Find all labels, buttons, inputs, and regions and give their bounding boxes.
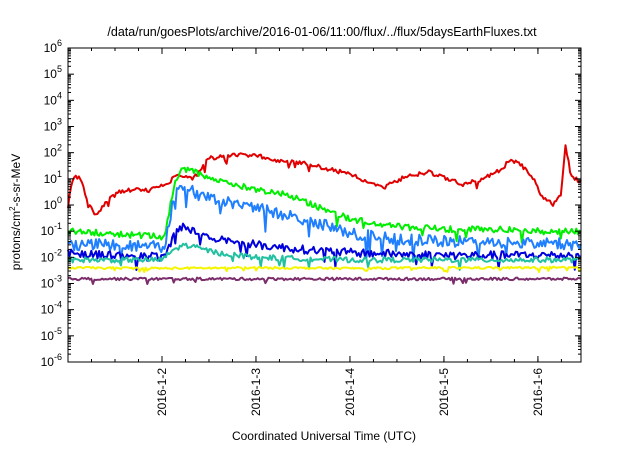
y-axis-label-base: protons/cm (9, 211, 23, 270)
y-tick-label: 101 (44, 169, 62, 186)
y-tick-label-base: 10 (41, 250, 55, 264)
y-tick-label: 10-6 (41, 352, 62, 369)
y-tick-label: 106 (44, 38, 62, 55)
y-tick-label-exp: -6 (54, 352, 62, 362)
x-tick-label: 2016-1-5 (437, 368, 451, 416)
x-tick-label: 2016-1-2 (155, 368, 169, 416)
x-axis-label: Coordinated Universal Time (UTC) (232, 429, 416, 443)
y-tick-label-base: 10 (41, 277, 55, 291)
y-tick-label: 103 (44, 117, 62, 134)
y-tick-label-exp: 0 (57, 195, 62, 205)
x-tick-label: 2016-1-4 (343, 368, 357, 416)
plot-frame (67, 47, 582, 363)
series-line-2 (67, 166, 582, 244)
y-axis-label-rest: -s-sr-MeV (9, 154, 23, 207)
y-tick-label-exp: -4 (54, 300, 62, 310)
y-tick-label-exp: -3 (54, 274, 62, 284)
y-tick-label-exp: -5 (54, 326, 62, 336)
y-tick-label-base: 10 (44, 120, 58, 134)
series-line-6 (67, 265, 582, 273)
y-tick-label-base: 10 (41, 224, 55, 238)
y-tick-label-base: 10 (44, 41, 58, 55)
y-tick-label: 104 (44, 90, 62, 107)
x-tick-label: 2016-1-3 (249, 368, 263, 416)
y-tick-label: 100 (44, 195, 62, 212)
y-axis: 10610510410310210110010-110-210-310-410-… (41, 38, 581, 369)
y-axis-label: protons/cm2-s-sr-MeV (8, 154, 23, 270)
y-tick-label: 10-5 (41, 326, 62, 343)
y-tick-label-exp: 6 (57, 38, 62, 48)
plot-area (67, 144, 582, 285)
y-tick-label-exp: -2 (54, 247, 62, 257)
y-tick-label: 10-1 (41, 221, 62, 238)
y-tick-label: 102 (44, 143, 62, 160)
y-tick-label-base: 10 (44, 198, 58, 212)
y-tick-label-base: 10 (41, 303, 55, 317)
y-tick-label-base: 10 (41, 355, 55, 369)
y-tick-label-exp: -1 (54, 221, 62, 231)
y-tick-label-exp: 1 (57, 169, 62, 179)
x-axis: 2016-1-2 2016-1-3 2016-1-4 2016-1-5 2016-1-6 (90, 48, 562, 416)
chart-title: /data/run/goesPlots/archive/2016-01-06/1… (107, 25, 537, 39)
y-tick-label: 10-2 (41, 247, 62, 264)
y-tick-label-exp: 3 (57, 117, 62, 127)
y-tick-label-base: 10 (44, 172, 58, 186)
series-line-5 (67, 242, 582, 271)
y-tick-label-exp: 5 (57, 64, 62, 74)
y-tick-label-exp: 2 (57, 143, 62, 153)
x-tick-label: 2016-1-6 (531, 368, 545, 416)
series-line-4 (67, 222, 582, 271)
series-line-1 (67, 144, 582, 216)
y-axis-label-sup: 2 (8, 206, 17, 211)
y-tick-label-base: 10 (41, 329, 55, 343)
y-tick-label: 105 (44, 64, 62, 81)
y-tick-label-exp: 4 (57, 90, 62, 100)
y-tick-label-base: 10 (44, 146, 58, 160)
y-tick-label: 10-4 (41, 300, 62, 317)
series-line-7 (67, 276, 582, 285)
y-tick-label-base: 10 (44, 67, 58, 81)
y-tick-label: 10-3 (41, 274, 62, 291)
y-tick-label-base: 10 (44, 93, 58, 107)
series-line-3 (67, 184, 582, 262)
